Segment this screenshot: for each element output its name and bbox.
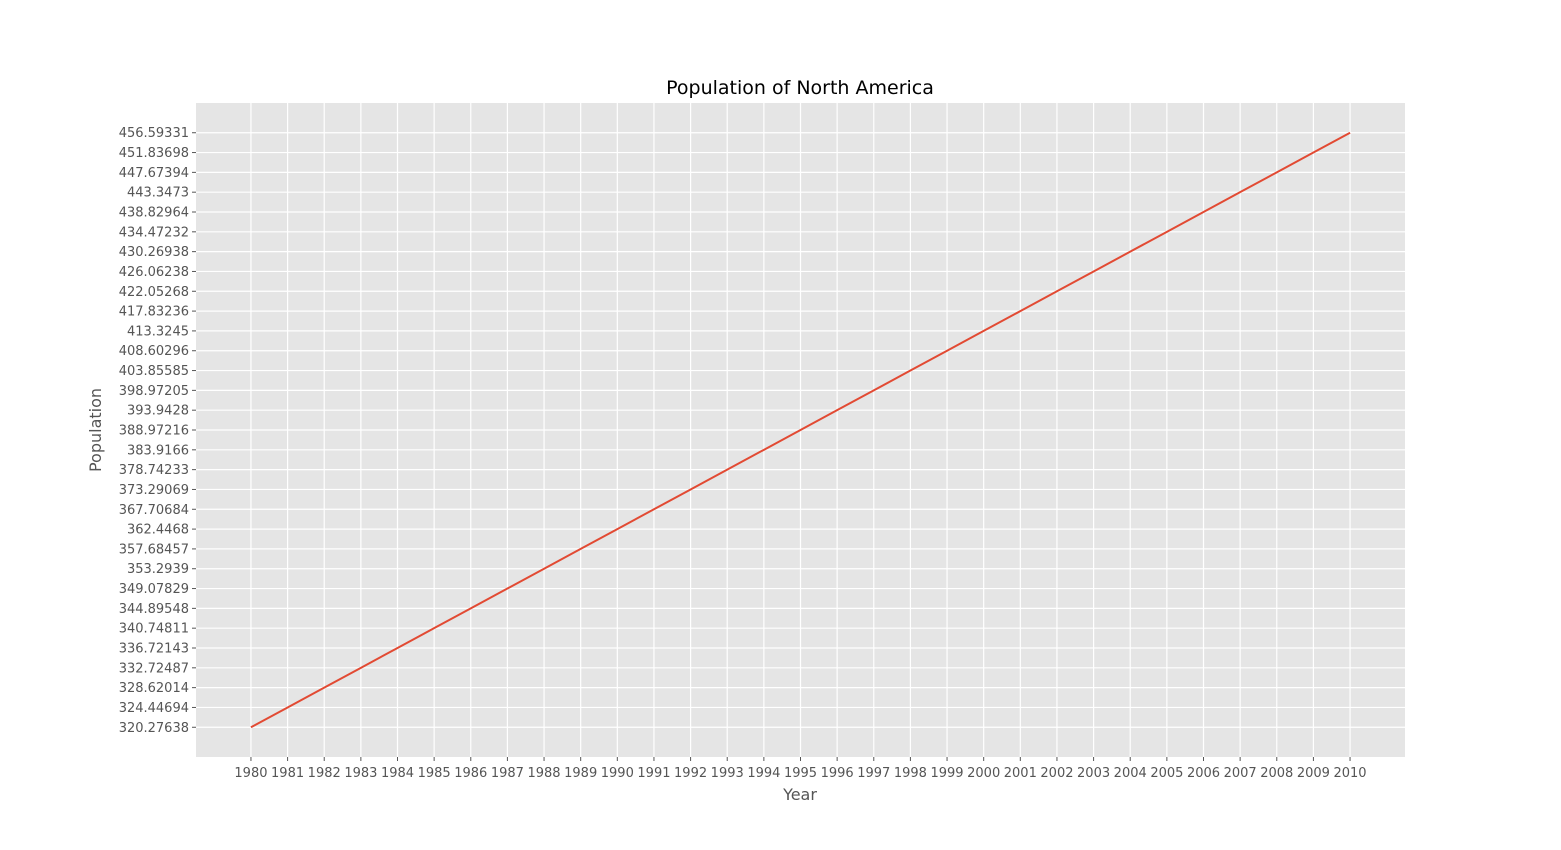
x-tick-label: 2009: [1297, 766, 1330, 781]
x-tick-label: 1985: [418, 766, 451, 781]
y-tick-label: 373.29069: [119, 483, 189, 498]
x-tick-label: 1992: [674, 766, 707, 781]
y-tick-label: 320.27638: [119, 721, 189, 736]
y-tick-label: 413.3245: [127, 324, 189, 339]
x-tick-label: 2008: [1260, 766, 1293, 781]
y-axis-label: Population: [86, 388, 105, 472]
x-tick-label: 1989: [564, 766, 597, 781]
x-tick-label: 1983: [344, 766, 377, 781]
x-tick-label: 1998: [894, 766, 927, 781]
y-tick-label: 426.06238: [119, 265, 189, 280]
x-tick-label: 2006: [1187, 766, 1220, 781]
y-tick-label: 434.47232: [119, 225, 189, 240]
series-group: [250, 131, 1351, 729]
y-tick-label: 332.72487: [119, 661, 189, 676]
x-tick-label: 1988: [527, 766, 560, 781]
grid-lines: [196, 103, 1405, 757]
y-tick-label: 447.67394: [119, 166, 189, 181]
y-tick-label: 357.68457: [119, 542, 189, 557]
y-tick-label: 388.97216: [119, 424, 189, 439]
y-tick-label: 328.62014: [119, 681, 189, 696]
x-tick-label: 1986: [454, 766, 487, 781]
x-tick-label: 2000: [967, 766, 1000, 781]
x-tick-label: 1982: [308, 766, 341, 781]
x-tick-label: 1996: [821, 766, 854, 781]
x-tick-label: 1993: [711, 766, 744, 781]
x-tick-label: 1999: [930, 766, 963, 781]
x-tick-label: 2002: [1040, 766, 1073, 781]
x-tick-label: 2005: [1150, 766, 1183, 781]
y-tick-label: 393.9428: [127, 404, 189, 419]
x-axis-label: Year: [782, 785, 817, 804]
x-tick-label: 2007: [1224, 766, 1257, 781]
y-tick-label: 408.60296: [119, 344, 189, 359]
y-tick-label: 422.05268: [119, 285, 189, 300]
y-tick-label: 403.85585: [119, 364, 189, 379]
y-tick-label: 456.59331: [119, 126, 189, 141]
y-tick-label: 362.4468: [127, 523, 189, 538]
y-tick-label: 378.74233: [119, 463, 189, 478]
y-tick-label: 324.44694: [119, 701, 189, 716]
y-tick-label: 367.70684: [119, 503, 189, 518]
y-tick-label: 443.3473: [127, 186, 189, 201]
x-tick-label: 1984: [381, 766, 414, 781]
x-tick-label: 1997: [857, 766, 890, 781]
y-tick-label: 451.83698: [119, 146, 189, 161]
x-tick-label: 1991: [637, 766, 670, 781]
chart-title: Population of North America: [666, 77, 934, 99]
x-tick-label: 1995: [784, 766, 817, 781]
y-tick-label: 438.82964: [119, 206, 189, 221]
y-tick-label: 398.97205: [119, 384, 189, 399]
x-tick-label: 2003: [1077, 766, 1110, 781]
x-tick-label: 1990: [601, 766, 634, 781]
x-tick-label: 1981: [271, 766, 304, 781]
y-tick-label: 344.89548: [119, 602, 189, 617]
x-tick-label: 2001: [1004, 766, 1037, 781]
axis-ticks: 1980 1981 1982 1983 1984 1985 1986 1987 1988 1989…: [119, 126, 1367, 781]
x-tick-label: 1987: [491, 766, 524, 781]
x-tick-label: 2004: [1114, 766, 1147, 781]
y-tick-label: 383.9166: [127, 443, 189, 458]
y-tick-label: 353.2939: [127, 562, 189, 577]
series-line: [250, 131, 1351, 729]
x-tick-label: 1980: [234, 766, 267, 781]
x-tick-label: 1994: [747, 766, 780, 781]
y-tick-label: 340.74811: [119, 622, 189, 637]
y-tick-label: 336.72143: [119, 642, 189, 657]
x-tick-label: 2010: [1333, 766, 1366, 781]
y-tick-label: 417.83236: [119, 305, 189, 320]
y-tick-label: 430.26938: [119, 245, 189, 260]
y-tick-label: 349.07829: [119, 582, 189, 597]
